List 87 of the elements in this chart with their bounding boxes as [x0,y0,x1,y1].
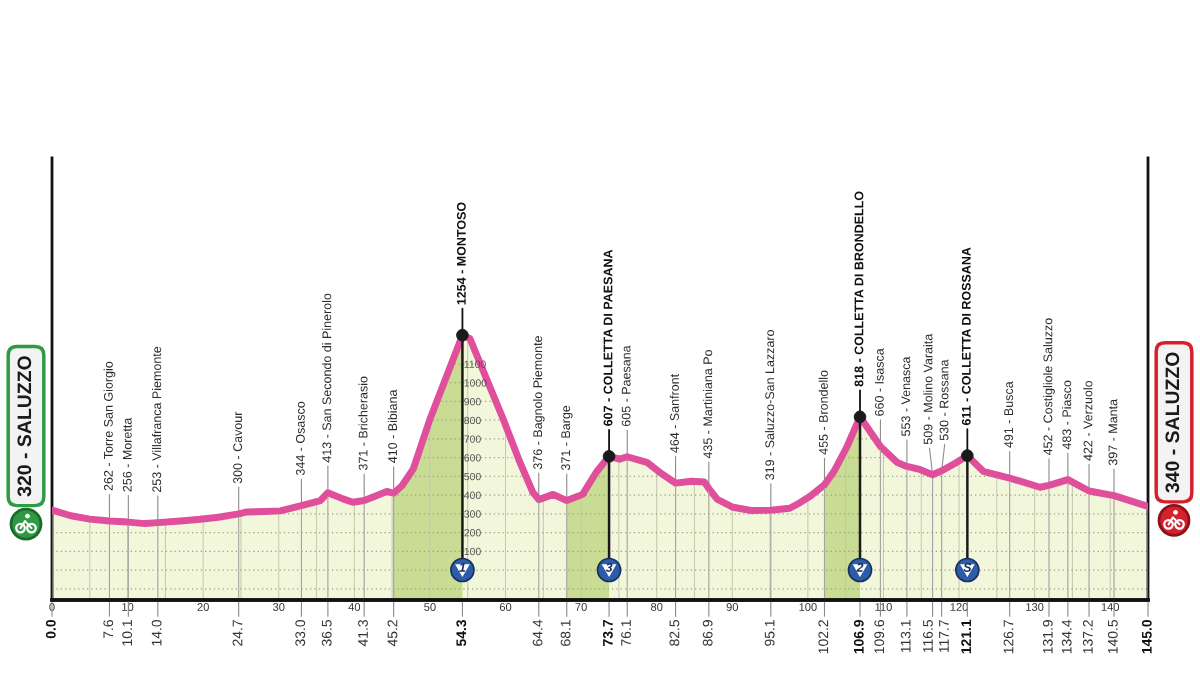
x2-tick-label: 121.1 [961,619,971,654]
annotation: 1 [459,563,466,572]
x-tick-label: 40 [348,603,361,611]
x2-tick-label: 95.1 [764,620,775,646]
x2-tick-label: 106.9 [853,619,864,654]
y-tick-label: 800 [464,416,481,425]
x-tick-label: 90 [726,603,739,611]
x2-tick-label: 0.0 [45,620,56,639]
annotation: 553 - Venasca [901,356,911,436]
x2-tick-label: 137.2 [1082,620,1093,654]
x2-tick-label: 109.6 [874,620,885,654]
x-tick-label: 10 [122,603,134,611]
x-tick-label: 60 [499,603,512,611]
x2-tick-label: 117.7 [939,620,949,653]
x2-tick-label: 86.9 [702,620,713,646]
annotation: 607 - COLLETTA DI PAESANA [603,249,613,426]
annotation: 262 - Torre San Giorgio [103,361,116,491]
x-tick-label: 0 [49,603,55,611]
x-tick-label: 20 [197,603,209,611]
x-tick-label: 70 [575,603,587,611]
x2-tick-label: 113.1 [900,620,911,653]
annotation: 491 - Busca [1004,381,1014,448]
annotation: 256 - Moretta [122,417,132,492]
annotation: 660 - Isasca [874,348,884,416]
annotation: 2 [856,563,864,572]
y-tick-label: 500 [464,472,481,481]
annotation: S [963,563,972,572]
x2-tick-label: 145.0 [1141,620,1152,654]
annotation: 376 - Bagnolo Piemonte [532,336,545,470]
x2-tick-label: 76.1 [621,620,631,646]
y-tick-label: 900 [464,397,481,406]
annotation: 509 - Molino Varaita [923,333,933,445]
annotation: 818 - COLLETTA DI BRONDELLO [854,191,864,387]
annotation: 455 - Brondello [818,370,828,455]
x2-tick-label: 7.6 [103,620,114,639]
x2-tick-label: 24.7 [232,620,243,646]
y-tick-label: 300 [464,510,481,518]
x2-tick-label: 41.3 [358,620,368,647]
annotation: 344 - Osasco [295,401,305,476]
x2-tick-label: 126.7 [1003,620,1014,654]
annotation: 611 - COLLETTA DI ROSSANA [961,247,971,426]
annotation: 319 - Saluzzo-San Lazzaro [765,330,775,480]
annotation: 253 - Villafranca Piemonte [151,346,162,493]
x2-tick-label: 131.9 [1042,620,1053,654]
x2-tick-label: 116.5 [923,620,933,653]
x2-tick-label: 82.5 [669,620,680,646]
x-tick-label: 30 [273,603,285,611]
annotation: 300 - Cavour [233,411,243,484]
annotation: 605 - Paesana [621,345,631,427]
x2-tick-label: 140.5 [1107,620,1118,654]
annotation: 371 - Bricherasio [358,376,368,471]
x2-tick-label: 102.2 [818,620,829,654]
annotation: 410 - Bibiana [387,389,398,463]
annotation: 1254 - MONTOSO [456,202,466,305]
x2-tick-label: 10.1 [122,620,133,646]
x-tick-label: 120 [950,603,968,611]
x-tick-label: 130 [1026,603,1044,611]
x-tick-label: 50 [424,603,436,611]
x2-tick-label: 134.4 [1061,619,1072,654]
y-tick-label: 100 [464,547,481,556]
annotation: 3 [605,563,613,572]
x2-tick-label: 45.2 [387,620,398,647]
x2-tick-label: 68.1 [560,620,571,646]
y-tick-label: 700 [464,435,481,443]
annotation: 464 - Sanfront [669,374,679,453]
annotation: 422 - Verzuolo [1083,380,1093,461]
y-tick-label: 600 [464,454,481,462]
x2-tick-label: 54.3 [456,619,467,647]
annotation: 452 - Costigliole Saluzzo [1043,318,1055,456]
x-tick-label: 100 [799,603,817,611]
x2-tick-label: 14.0 [151,619,162,646]
annotation: 371 - Barge [561,405,573,471]
annotation: 397 - Manta [1108,398,1118,466]
y-tick-label: 400 [464,491,481,499]
x-tick-label: 80 [650,603,663,611]
annotation: 413 - San Secondo di Pinerolo [322,293,332,463]
x2-tick-label: 36.5 [321,620,332,646]
x2-tick-label: 64.4 [532,619,543,646]
x2-tick-label: 73.7 [602,620,613,646]
annotation: 483 - Piasco [1062,380,1072,450]
x-tick-label: 140 [1101,603,1120,611]
y-tick-label: 200 [464,529,481,537]
x2-tick-label: 33.0 [295,619,306,646]
annotation: 530 - Rossana [939,359,949,441]
annotation: 435 - Martiniana Po [703,350,713,459]
annotation: 340 - SALUZZO [1165,352,1180,493]
annotation: 320 - SALUZZO [17,356,32,497]
